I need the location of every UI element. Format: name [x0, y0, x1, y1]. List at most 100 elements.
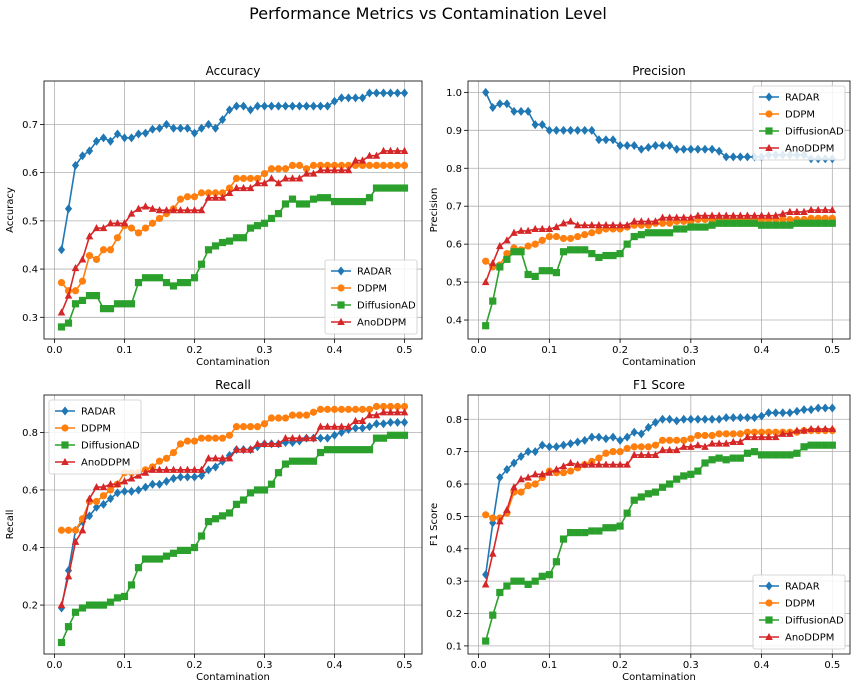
diffusionad-point [715, 454, 723, 462]
diffusionad-point [372, 434, 381, 442]
ddpm-point [176, 195, 185, 203]
diffusionad-point [281, 460, 290, 468]
anoddpm-point [365, 411, 374, 419]
radar-point [503, 464, 511, 474]
ddpm-point [323, 161, 332, 169]
diffusionad-point [658, 483, 667, 491]
anoddpm-point [323, 422, 332, 430]
anoddpm-point [580, 221, 589, 229]
anoddpm-point [197, 206, 206, 214]
anoddpm-point [488, 549, 497, 557]
anoddpm-point [232, 445, 241, 453]
diffusionad-point [701, 459, 709, 467]
radar-point [400, 417, 409, 427]
anoddpm-point [510, 483, 518, 491]
radar-point [155, 479, 164, 489]
radar-point [722, 413, 730, 423]
diffusionad-point [183, 278, 192, 287]
ddpm-point [715, 430, 723, 438]
diffusionad-point [524, 270, 532, 279]
radar-point [701, 414, 709, 424]
anoddpm-point [295, 434, 304, 442]
radar-point [295, 101, 304, 111]
diffusionad-series [57, 184, 409, 331]
ddpm-point [232, 423, 241, 431]
anoddpm-point [595, 221, 603, 229]
radar-point [800, 405, 808, 415]
diffusionad-point [609, 251, 617, 260]
radar-point [365, 88, 374, 98]
diffusionad-point [666, 229, 674, 237]
diffusionad-point [365, 446, 374, 454]
diffusionad-legend-label: DiffusionAD [81, 441, 140, 452]
diffusionad-point [64, 319, 73, 327]
f1-score-y-axis-label: F1 Score [429, 503, 440, 546]
anoddpm-point [169, 206, 178, 214]
anoddpm-point [71, 263, 80, 272]
anoddpm-point [701, 211, 709, 219]
diffusionad-point [316, 194, 325, 202]
x-tick-label: 0.0 [47, 345, 63, 356]
ddpm-point [253, 423, 262, 431]
radar-legend-marker [765, 92, 773, 102]
radar-point [197, 471, 206, 481]
anoddpm-point [800, 207, 808, 215]
anoddpm-point [386, 146, 395, 154]
ddpm-series [57, 402, 409, 534]
ddpm-point [765, 428, 773, 436]
ddpm-point [330, 405, 339, 413]
ddpm-point [302, 165, 311, 173]
anoddpm-point [644, 217, 653, 225]
radar-point [400, 88, 409, 98]
ddpm-point [148, 219, 157, 227]
radar-point [545, 442, 553, 452]
x-tick-label: 0.1 [541, 660, 557, 671]
diffusionad-point [183, 546, 192, 554]
radar-point [566, 125, 575, 135]
diffusionad-point [489, 297, 497, 305]
diffusionad-point [253, 222, 262, 230]
ddpm-point [176, 440, 185, 448]
radar-point [64, 204, 73, 214]
ddpm-point [274, 165, 283, 173]
radar-point [365, 422, 374, 432]
diffusionad-point [559, 535, 568, 543]
radar-point [694, 144, 702, 154]
diffusionad-point [309, 195, 318, 203]
radar-point [358, 93, 367, 103]
anoddpm-point [672, 445, 681, 454]
anoddpm-point [127, 209, 136, 217]
diffusionad-point [793, 449, 801, 457]
diffusionad-point [545, 571, 553, 579]
ddpm-point [246, 423, 255, 431]
radar-point [330, 96, 339, 106]
anoddpm-point [807, 205, 815, 214]
anoddpm-point [134, 471, 143, 479]
anoddpm-series [481, 424, 837, 588]
ddpm-point [316, 161, 325, 169]
diffusionad-point [729, 454, 737, 462]
x-tick-label: 0.5 [824, 660, 840, 671]
radar-point [148, 479, 157, 489]
recall-plot-frame [43, 394, 423, 655]
diffusionad-point [729, 219, 737, 227]
diffusionad-point [141, 555, 150, 563]
anoddpm-point [57, 308, 66, 316]
diffusionad-point [708, 456, 716, 464]
radar-point [616, 141, 624, 150]
radar-point [736, 152, 744, 162]
diffusionad-point [786, 221, 794, 229]
radar-point [482, 570, 490, 580]
radar-point [687, 144, 695, 154]
diffusionad-point [358, 446, 367, 454]
radar-legend-marker [765, 581, 773, 591]
radar-point [602, 135, 610, 145]
y-tick-label: 0.4 [22, 265, 38, 276]
diffusionad-point [78, 296, 87, 305]
diffusionad-point [85, 601, 94, 609]
radar-point [134, 129, 143, 139]
f1-score-x-axis-label: Contamination [622, 672, 696, 683]
radar-point [581, 125, 589, 135]
diffusionad-point [64, 623, 73, 631]
anoddpm-point [379, 408, 388, 416]
